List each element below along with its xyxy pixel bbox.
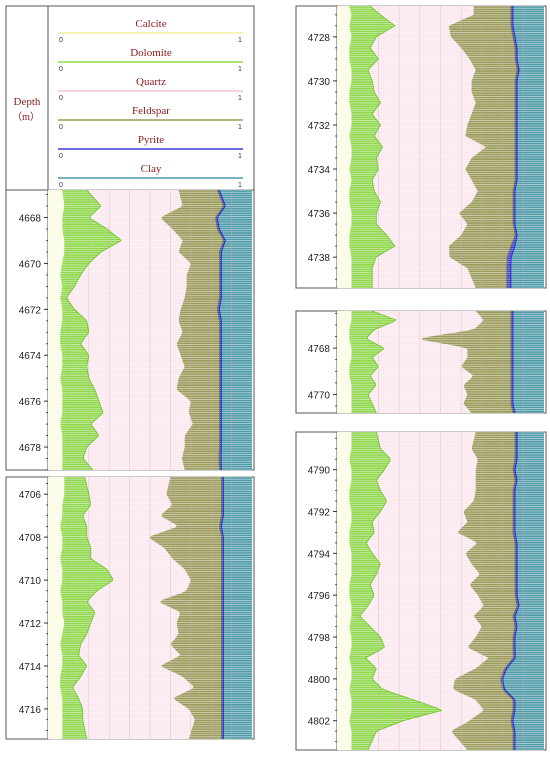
depth-tick-label: 4714 xyxy=(19,662,42,673)
depth-tick-label: 4768 xyxy=(308,344,331,355)
legend-quartz-name: Quartz xyxy=(136,76,166,88)
legend-clay-min: 0 xyxy=(59,182,63,189)
depth-tick-label: 4734 xyxy=(308,165,331,176)
pyrite-edge xyxy=(510,6,520,288)
depth-tick-label: 4710 xyxy=(19,576,42,587)
depth-tick-label: 4712 xyxy=(19,619,42,630)
depth-tick-label: 4668 xyxy=(19,214,42,225)
legend-feldspar-name: Feldspar xyxy=(132,105,170,117)
pyrite-edge xyxy=(217,189,226,471)
depth-tick-label: 4676 xyxy=(19,397,42,408)
pyrite-edge xyxy=(221,477,224,739)
depth-tick-label: 4708 xyxy=(19,533,42,544)
depth-tick-label: 4800 xyxy=(308,675,331,686)
dolomite-edge xyxy=(66,189,122,471)
depth-tick-label: 4716 xyxy=(19,705,42,716)
legend-pyrite-min: 0 xyxy=(59,153,63,160)
depth-tick-label: 4670 xyxy=(19,259,42,270)
legend-calcite-max: 1 xyxy=(238,37,242,44)
series-dolomite-area xyxy=(349,432,442,750)
legend-dolomite-max: 1 xyxy=(238,66,242,73)
series-pyrite-area xyxy=(215,190,226,470)
legend-calcite-min: 0 xyxy=(59,37,63,44)
log-panel-4727-4739: 4728 4730 4732 4734 4736 4738 xyxy=(295,5,547,289)
log-panel-4788-4803: 4790 4792 4794 4796 4798 4800 4802 xyxy=(295,431,547,751)
dolomite-edge xyxy=(72,476,114,740)
log-panel-4666-4679: 4668 4670 4672 4674 4676 4678 xyxy=(5,189,255,471)
feldspar-edge xyxy=(510,311,514,414)
legend-clay-name: Clay xyxy=(141,163,162,175)
legend-header: Depth （m） Calcite 0 1 Dolomite 0 1 Quartz 0 1 Fel… xyxy=(5,5,255,191)
feldspar-edge xyxy=(219,477,222,739)
legend-pyrite-max: 1 xyxy=(238,153,242,160)
series-dolomite-area xyxy=(60,477,113,739)
depth-tick-label: 4730 xyxy=(308,77,331,88)
depth-axis-unit: （m） xyxy=(12,111,40,123)
depth-tick-label: 4790 xyxy=(308,466,331,477)
legend-dolomite-min: 0 xyxy=(59,66,63,73)
series-calcite-area xyxy=(48,190,65,470)
legend-quartz-max: 1 xyxy=(238,95,242,102)
depth-tick-label: 4794 xyxy=(308,549,331,560)
log-panel-4705-4717: 4706 4708 4710 4712 4714 4716 xyxy=(5,476,255,740)
depth-tick-label: 4672 xyxy=(19,305,42,316)
depth-tick-label: 4796 xyxy=(308,591,331,602)
depth-tick-label: 4770 xyxy=(308,390,331,401)
feldspar-edge xyxy=(215,189,224,471)
series-dolomite-area xyxy=(60,190,122,470)
series-clay-area xyxy=(221,477,252,739)
depth-tick-label: 4678 xyxy=(19,443,42,454)
depth-tick-label: 4736 xyxy=(308,209,331,220)
pyrite-edge xyxy=(502,432,520,750)
legend-feldspar-min: 0 xyxy=(59,124,63,131)
depth-axis-title: Depth xyxy=(14,96,41,108)
depth-tick-label: 4706 xyxy=(19,490,42,501)
legend-dolomite-name: Dolomite xyxy=(130,47,172,59)
legend-calcite-name: Calcite xyxy=(135,18,166,30)
legend-quartz-min: 0 xyxy=(59,95,63,102)
depth-tick-label: 4674 xyxy=(19,351,42,362)
legend-pyrite-name: Pyrite xyxy=(138,134,164,146)
series-calcite-area xyxy=(48,477,65,739)
dolomite-edge xyxy=(367,5,396,288)
depth-tick-label: 4792 xyxy=(308,508,331,519)
series-calcite-area xyxy=(337,432,352,750)
dolomite-edge xyxy=(366,310,397,414)
pyrite-edge xyxy=(512,311,516,414)
series-quartz-area xyxy=(73,477,195,739)
feldspar-edge xyxy=(500,432,518,750)
series-feldspar-area xyxy=(161,190,224,470)
series-quartz-area xyxy=(359,432,489,750)
depth-tick-label: 4798 xyxy=(308,633,331,644)
depth-tick-label: 4732 xyxy=(308,121,331,132)
series-feldspar-area xyxy=(149,477,222,739)
depth-tick-label: 4738 xyxy=(308,253,331,264)
series-clay-area xyxy=(217,190,252,470)
log-panel-4766-4771: 4768 4770 xyxy=(295,310,547,414)
dolomite-edge xyxy=(359,431,443,751)
series-pyrite-area xyxy=(500,432,520,750)
depth-tick-label: 4802 xyxy=(308,717,331,728)
depth-tick-label: 4728 xyxy=(308,33,331,44)
legend-feldspar-max: 1 xyxy=(238,124,242,131)
feldspar-edge xyxy=(506,6,518,288)
legend-clay-max: 1 xyxy=(238,182,242,189)
series-feldspar-area xyxy=(452,432,517,750)
